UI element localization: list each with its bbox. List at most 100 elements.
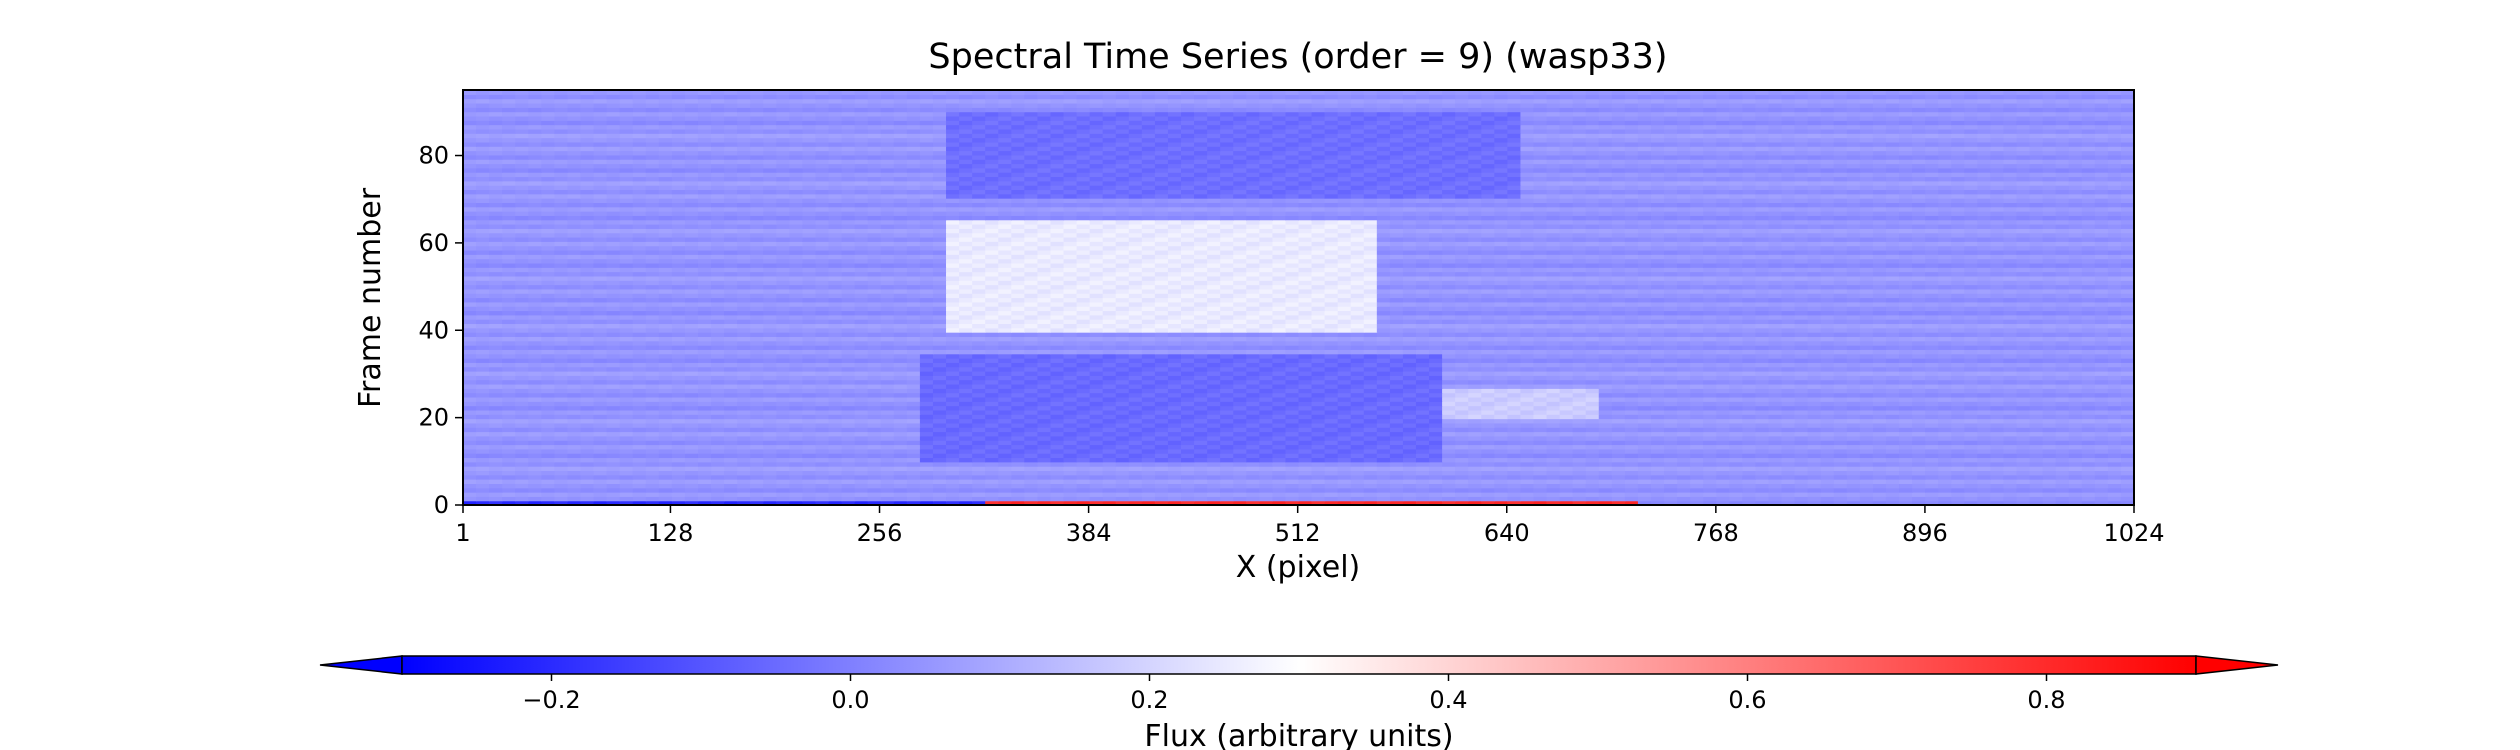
heatmap-cell xyxy=(476,336,490,342)
heatmap-cell xyxy=(1533,440,1548,446)
heatmap-cell xyxy=(1154,375,1169,381)
heatmap-cell xyxy=(1846,470,1861,476)
heatmap-cell xyxy=(1063,418,1078,424)
heatmap-cell xyxy=(789,336,804,342)
heatmap-cell xyxy=(1742,345,1757,350)
heatmap-cell xyxy=(1951,375,1965,381)
heatmap-cell xyxy=(1859,345,1874,350)
heatmap-cell xyxy=(932,383,947,389)
heatmap-cell xyxy=(932,466,947,472)
heatmap-cell xyxy=(1285,379,1300,385)
heatmap-cell xyxy=(1167,487,1182,493)
heatmap-cell xyxy=(2094,479,2109,484)
heatmap-cell xyxy=(1624,409,1639,415)
heatmap-cell xyxy=(1298,340,1313,346)
heatmap-cell xyxy=(724,353,738,359)
heatmap-cell xyxy=(1415,375,1430,381)
heatmap-cell xyxy=(2094,431,2109,437)
heatmap-cell xyxy=(1585,349,1600,355)
heatmap-cell xyxy=(697,383,712,389)
heatmap-cell xyxy=(1664,500,1678,506)
heatmap-cell xyxy=(1520,470,1535,476)
heatmap-cell xyxy=(2120,375,2135,381)
heatmap-cell xyxy=(1115,431,1130,437)
heatmap-cell xyxy=(1337,470,1352,476)
heatmap-cell xyxy=(1494,362,1508,368)
heatmap-cell xyxy=(1755,427,1770,433)
heatmap-cell xyxy=(972,496,986,502)
heatmap-cell xyxy=(489,418,503,424)
heatmap-cell xyxy=(1115,349,1130,355)
heatmap-cell xyxy=(619,383,634,389)
heatmap-cell xyxy=(580,379,595,385)
heatmap-cell xyxy=(1846,405,1861,411)
heatmap-cell xyxy=(1246,349,1260,355)
heatmap-cell xyxy=(684,427,699,433)
heatmap-cell xyxy=(1337,453,1352,459)
heatmap-cell xyxy=(1455,383,1469,389)
heatmap-cell xyxy=(841,401,856,407)
heatmap-cell xyxy=(1885,418,1900,424)
heatmap-cell xyxy=(2042,336,2057,342)
heatmap-cell xyxy=(1611,370,1626,376)
heatmap-cell xyxy=(1507,366,1522,372)
heatmap-cell xyxy=(1024,366,1038,372)
heatmap-cell xyxy=(1925,461,1939,467)
heatmap-cell xyxy=(1429,405,1443,411)
heatmap-cell xyxy=(1429,349,1443,355)
heatmap-cell xyxy=(2042,492,2057,497)
heatmap-cell xyxy=(2055,349,2070,355)
heatmap-cell xyxy=(567,492,582,497)
heatmap-cell xyxy=(1781,427,1796,433)
heatmap-cell xyxy=(1507,388,1522,394)
heatmap-cell xyxy=(815,353,830,359)
heatmap-cell xyxy=(2016,427,2031,433)
heatmap-cell xyxy=(1455,440,1469,446)
heatmap-cell xyxy=(893,492,908,497)
heatmap-cell xyxy=(750,470,764,476)
heatmap-cell xyxy=(1872,336,1887,342)
heatmap-cell xyxy=(2068,492,2083,497)
heatmap-cell xyxy=(1624,366,1639,372)
heatmap-cell xyxy=(619,496,634,502)
heatmap-cell xyxy=(1376,466,1391,472)
heatmap-cell xyxy=(2081,405,2096,411)
heatmap-cell xyxy=(1167,370,1182,376)
heatmap-cell xyxy=(1716,401,1730,407)
heatmap-cell xyxy=(1794,470,1809,476)
heatmap-cell xyxy=(2016,405,2031,411)
heatmap-cell xyxy=(1102,435,1117,441)
heatmap-cell xyxy=(1507,414,1522,420)
heatmap-cell xyxy=(776,435,790,441)
heatmap-cell xyxy=(763,409,777,415)
heatmap-cell xyxy=(1624,396,1639,402)
heatmap-cell xyxy=(1990,453,2005,459)
heatmap-cell xyxy=(1964,479,1978,484)
heatmap-cell xyxy=(1167,409,1182,415)
heatmap-cell xyxy=(1337,370,1352,376)
heatmap-cell xyxy=(2055,444,2070,450)
heatmap-cell xyxy=(1507,396,1522,402)
heatmap-cell xyxy=(619,479,634,484)
heatmap-cell xyxy=(1820,422,1835,428)
heatmap-cell xyxy=(1781,336,1796,342)
heatmap-cell xyxy=(1011,379,1025,385)
heatmap-cell xyxy=(1559,375,1574,381)
heatmap-cell xyxy=(1598,353,1613,359)
heatmap-cell xyxy=(1415,500,1430,506)
heatmap-cell xyxy=(632,492,647,497)
heatmap-cell xyxy=(1899,383,1913,389)
heatmap-cell xyxy=(1807,375,1822,381)
heatmap-cell xyxy=(1324,345,1339,350)
heatmap-cell xyxy=(567,453,582,459)
heatmap-cell xyxy=(1050,448,1065,454)
heatmap-cell xyxy=(763,470,777,476)
heatmap-cell xyxy=(1402,396,1417,402)
heatmap-cell xyxy=(1598,448,1613,454)
heatmap-cell xyxy=(998,345,1012,350)
heatmap-cell xyxy=(671,396,686,402)
heatmap-cell xyxy=(1611,405,1626,411)
heatmap-cell xyxy=(1885,496,1900,502)
heatmap-cell xyxy=(737,340,751,346)
heatmap-cell xyxy=(1703,431,1717,437)
